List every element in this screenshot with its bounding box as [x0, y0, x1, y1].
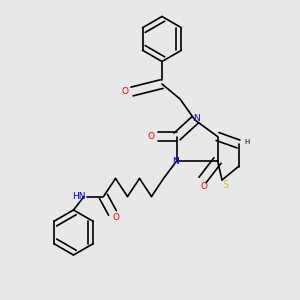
Text: HN: HN [72, 192, 86, 201]
Text: O: O [122, 87, 129, 96]
Text: O: O [112, 213, 120, 222]
Text: N: N [172, 158, 179, 166]
Text: O: O [147, 132, 155, 141]
Text: S: S [222, 180, 228, 190]
Text: O: O [200, 182, 208, 191]
Text: H: H [244, 139, 250, 145]
Text: N: N [193, 114, 200, 123]
